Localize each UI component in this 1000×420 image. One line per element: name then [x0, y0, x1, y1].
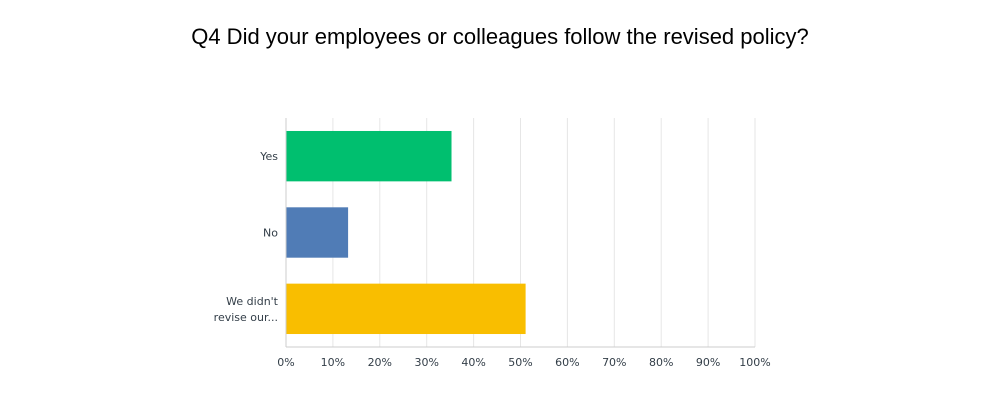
category-label: Yes: [259, 150, 278, 163]
x-tick-label: 60%: [555, 356, 579, 369]
label-layer: 0% 10% 20% 30% 40% 50% 60% 70% 80% 90% 100% Yes No We…: [214, 150, 771, 369]
x-tick-label: 20%: [368, 356, 392, 369]
x-tick-label: 80%: [649, 356, 673, 369]
category-label: revise our...: [214, 311, 278, 324]
category-label: No: [263, 227, 278, 240]
x-tick-label: 30%: [414, 356, 438, 369]
x-tick-label: 90%: [696, 356, 720, 369]
x-tick-label: 0%: [277, 356, 294, 369]
bar-2[interactable]: [286, 207, 349, 258]
x-tick-label: 70%: [602, 356, 626, 369]
x-tick-label: 40%: [461, 356, 485, 369]
x-tick-label: 10%: [321, 356, 345, 369]
x-tick-label: 50%: [508, 356, 532, 369]
x-tick-label: 100%: [739, 356, 770, 369]
bar-layer: [286, 130, 526, 335]
bar-1[interactable]: [286, 130, 452, 182]
axis-layer: [285, 118, 755, 348]
chart-title: Q4 Did your employees or colleagues foll…: [191, 24, 809, 49]
category-label: We didn't: [226, 295, 279, 308]
bar-3[interactable]: [286, 283, 526, 335]
